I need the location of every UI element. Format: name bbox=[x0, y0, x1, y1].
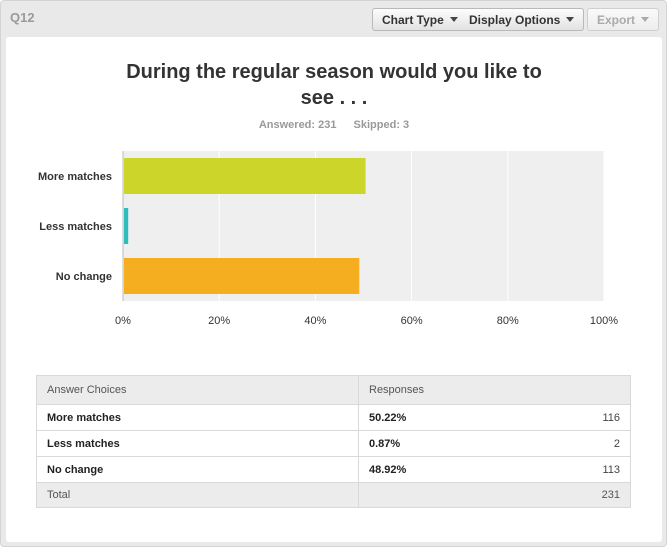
category-label: No change bbox=[56, 271, 112, 283]
display-options-label: Display Options bbox=[469, 12, 561, 27]
answered-count: Answered: 231 bbox=[258, 119, 337, 131]
row-count: 113 bbox=[560, 456, 631, 483]
row-choice: No change bbox=[36, 456, 359, 483]
category-label: More matches bbox=[38, 171, 112, 183]
chevron-down-icon bbox=[449, 17, 458, 22]
bar bbox=[124, 258, 360, 294]
table-row: Less matches 0.87% 2 bbox=[36, 430, 631, 457]
row-choice: More matches bbox=[36, 404, 359, 431]
export-label: Export bbox=[597, 12, 636, 27]
chart-type-button[interactable]: Chart Type bbox=[372, 8, 468, 31]
x-tick-label: 80% bbox=[497, 315, 519, 327]
chart-type-label: Chart Type bbox=[382, 12, 444, 27]
x-tick-label: 0% bbox=[115, 315, 131, 327]
bar bbox=[124, 158, 366, 194]
display-options-button[interactable]: Display Options bbox=[460, 8, 585, 31]
row-choice: Less matches bbox=[36, 430, 359, 457]
category-label: Less matches bbox=[39, 221, 112, 233]
table-row: More matches 50.22% 116 bbox=[36, 404, 631, 431]
total-label: Total bbox=[36, 482, 359, 508]
response-summary: Answered: 231 Skipped: 3 bbox=[6, 119, 662, 131]
table-row: No change 48.92% 113 bbox=[36, 456, 631, 483]
question-number: Q12 bbox=[10, 10, 35, 25]
table-header-row: Answer Choices Responses bbox=[36, 375, 631, 405]
chart-title-text: During the regular season would you like… bbox=[126, 61, 542, 109]
row-count: 116 bbox=[560, 404, 631, 431]
row-percent: 0.87% bbox=[358, 430, 561, 457]
x-tick-label: 100% bbox=[590, 315, 618, 327]
export-button[interactable]: Export bbox=[587, 8, 660, 31]
table-total-row: Total 231 bbox=[36, 482, 631, 508]
row-percent: 50.22% bbox=[358, 404, 561, 431]
header-answer-choices: Answer Choices bbox=[36, 375, 359, 405]
chevron-down-icon bbox=[641, 17, 650, 22]
chart-title: During the regular season would you like… bbox=[6, 59, 662, 111]
results-card: During the regular season would you like… bbox=[6, 37, 662, 542]
header-responses: Responses bbox=[358, 375, 631, 405]
row-percent: 48.92% bbox=[358, 456, 561, 483]
x-tick-label: 40% bbox=[304, 315, 326, 327]
x-tick-label: 20% bbox=[208, 315, 230, 327]
responses-table: Answer Choices Responses More matches 50… bbox=[36, 375, 631, 508]
skipped-count: Skipped: 3 bbox=[353, 119, 410, 131]
bar-chart: 0% 20% 40% 60% 80% 100% More matches Less match… bbox=[38, 151, 618, 327]
chevron-down-icon bbox=[566, 17, 575, 22]
total-spacer bbox=[358, 482, 561, 508]
row-count: 2 bbox=[560, 430, 631, 457]
x-tick-label: 60% bbox=[401, 315, 423, 327]
total-count: 231 bbox=[560, 482, 631, 508]
bar bbox=[124, 208, 129, 244]
